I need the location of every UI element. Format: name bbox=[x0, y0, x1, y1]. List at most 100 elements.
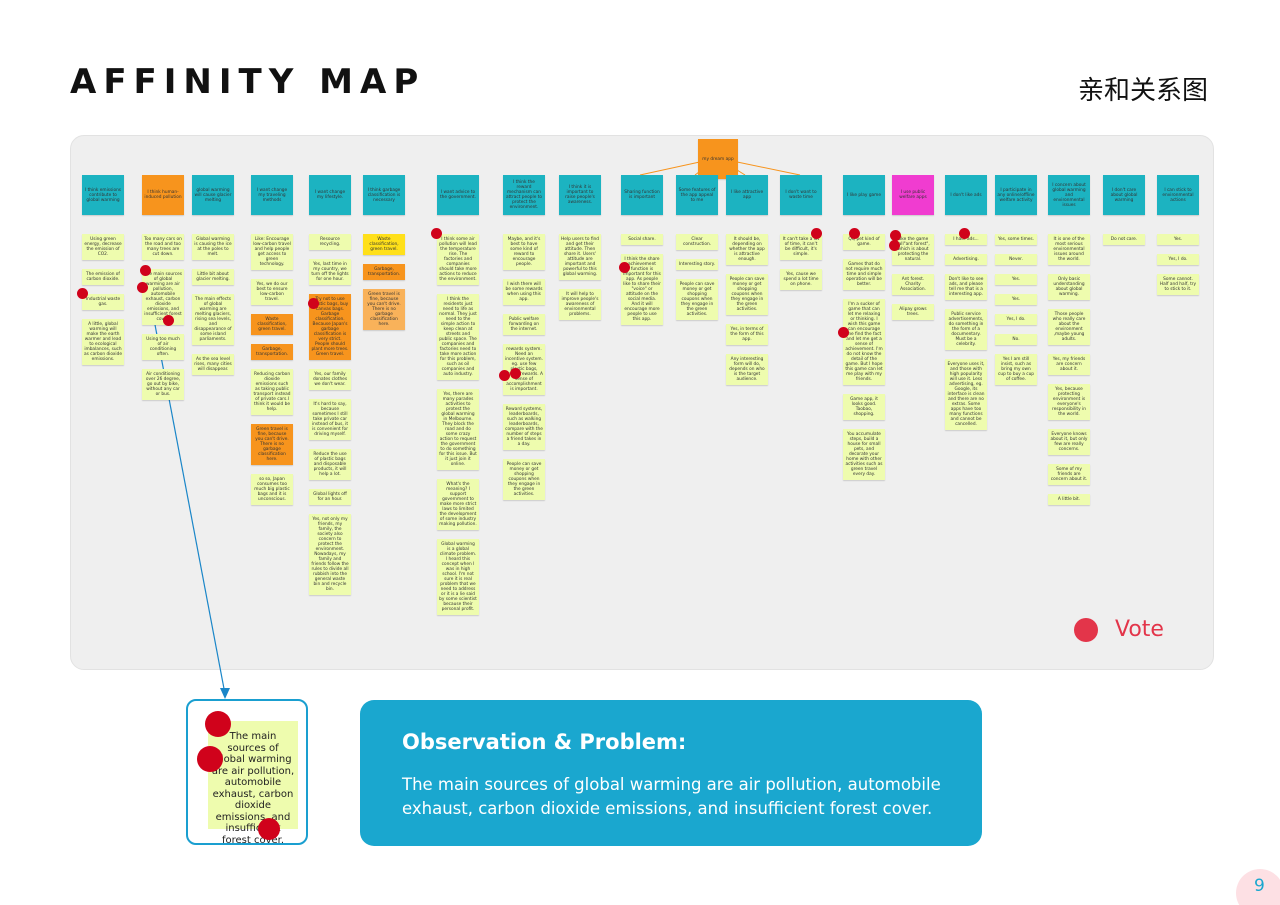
sticky-note: I think the residents just need to life … bbox=[437, 294, 479, 380]
sticky-note: Only basic understanding about global wa… bbox=[1048, 274, 1090, 300]
sticky-note: Green travel is fine, because you can't … bbox=[251, 424, 293, 465]
column: I want change my lifestyle. Resource recy… bbox=[309, 175, 351, 595]
sticky-note: It is one of the most serious environmen… bbox=[1048, 234, 1090, 265]
column: I can stick to environmental actions Yes.… bbox=[1157, 175, 1199, 295]
column: I like attractive app It should be, depen… bbox=[726, 175, 768, 385]
zoom-card: The main sources of global warming are a… bbox=[186, 699, 308, 846]
sticky-note: Yes, I do. bbox=[995, 314, 1037, 325]
sticky-note: Industrial waste gas. bbox=[82, 294, 124, 310]
sticky-note: Clear construction. bbox=[676, 234, 718, 250]
sticky-note: The main effects of global warming are m… bbox=[192, 294, 234, 345]
sticky-note: Help users to find and get their attitud… bbox=[559, 234, 601, 280]
sticky-note: Do not care. bbox=[1103, 234, 1145, 245]
sticky-note: Yes, in terms of the form of this app. bbox=[726, 324, 768, 345]
sticky-note: Never. bbox=[995, 254, 1037, 265]
sticky-note: Too many cars on the road and too many t… bbox=[142, 234, 184, 260]
sticky-note: The main sources of global warming are a… bbox=[142, 269, 184, 325]
sticky-note: It should be, depending on whether the a… bbox=[726, 234, 768, 265]
sticky-note: Don't like to see ads, and please tell m… bbox=[945, 274, 987, 300]
sticky-note: so so, Japan consumes too much big plast… bbox=[251, 474, 293, 505]
sticky-note: Waste classification, green travel. bbox=[363, 234, 405, 255]
sticky-note: Like: Encourage low-carbon travel and he… bbox=[251, 234, 293, 270]
sticky-note: Everyone knows about it, but only few ar… bbox=[1048, 429, 1090, 455]
vote-legend: Vote bbox=[1115, 617, 1164, 642]
sticky-note: Advertising. bbox=[945, 254, 987, 265]
column: I don't care about global warming Do not … bbox=[1103, 175, 1145, 245]
sticky-note: Reducing carbon dioxide emissions such a… bbox=[251, 369, 293, 415]
sticky-note: Air conditioning over 26 degree, go out … bbox=[142, 369, 184, 400]
column: I think the reward mechanism can attract… bbox=[503, 175, 545, 500]
observation-text: The main sources of global warming are a… bbox=[402, 775, 941, 818]
sticky-note: Ant forest. Charity Association. bbox=[892, 274, 934, 295]
sticky-note: Waste classification, green travel. bbox=[251, 314, 293, 335]
sticky-note: Alipay grows trees. bbox=[892, 304, 934, 320]
column: I think emissions contribute to global w… bbox=[82, 175, 124, 365]
column: I don't like ads I hate ads... Advertising… bbox=[945, 175, 987, 430]
column-header: I don't want to waste time bbox=[780, 175, 822, 215]
sticky-note: Games that do not require much time and … bbox=[843, 259, 885, 290]
sticky-note: Yes, not only my friends, my family, the… bbox=[309, 514, 351, 595]
sticky-note: As the sea level rises, many cities will… bbox=[192, 354, 234, 375]
column: I participate in any online/offline welf… bbox=[995, 175, 1037, 385]
sticky-note: I hate ads... bbox=[945, 234, 987, 245]
column: I think garbage classification is necess… bbox=[363, 175, 405, 330]
column-header: I think human-induced pollution bbox=[142, 175, 184, 215]
sticky-note: No. bbox=[995, 334, 1037, 345]
column-header: I think emissions contribute to global w… bbox=[82, 175, 124, 215]
sticky-note: Using green energy, decrease the emissio… bbox=[82, 234, 124, 260]
sticky-note: A little bit. bbox=[1048, 494, 1090, 505]
sticky-note: Maybe, and it's best to have some kind o… bbox=[503, 234, 545, 270]
column: I want advice to the government. I think … bbox=[437, 175, 479, 615]
sticky-note: Yes. bbox=[995, 294, 1037, 305]
column-header: global warming will cause glacier meltin… bbox=[192, 175, 234, 215]
sticky-note: rewards system. Need an incentive system… bbox=[503, 344, 545, 395]
sticky-note: I'm a sucker of game that can let me rel… bbox=[843, 299, 885, 385]
sticky-note: Social share. bbox=[621, 234, 663, 245]
sticky-note: Public welfare forwarding on the interne… bbox=[503, 314, 545, 335]
zoom-note: The main sources of global warming are a… bbox=[208, 721, 298, 846]
sticky-note: Resource recycling. bbox=[309, 234, 351, 250]
sticky-note: I wish there will be some rewards when u… bbox=[503, 279, 545, 305]
column-header: Sharing function is important bbox=[621, 175, 663, 215]
column: Some features of the app appeal to me Cle… bbox=[676, 175, 718, 320]
sticky-note: People can save money or get shopping co… bbox=[503, 459, 545, 500]
column-header: I think the reward mechanism can attract… bbox=[503, 175, 545, 215]
sticky-note: Yes, there are many parades activities t… bbox=[437, 389, 479, 470]
column-header: I want advice to the government. bbox=[437, 175, 479, 215]
column: global warming will cause glacier meltin… bbox=[192, 175, 234, 375]
column: I think human-induced pollution Too many … bbox=[142, 175, 184, 400]
column: I like play game QQ pet kind of game. Game… bbox=[843, 175, 885, 480]
sticky-note: People can save money or get shopping co… bbox=[676, 279, 718, 320]
page-subtitle: 亲和关系图 bbox=[1077, 76, 1208, 106]
sticky-note: Yes, I do. bbox=[1157, 254, 1199, 265]
column-header: I don't like ads bbox=[945, 175, 987, 215]
sticky-note: You accumulate steps, build a house for … bbox=[843, 429, 885, 480]
column-header: I like play game bbox=[843, 175, 885, 215]
sticky-note: Public service advertisements, do someth… bbox=[945, 309, 987, 350]
sticky-note: Yes I am still insist, such as bring my … bbox=[995, 354, 1037, 385]
page-number: 9 bbox=[1254, 876, 1265, 896]
sticky-note: Little bit about glacier melting. bbox=[192, 269, 234, 285]
column: I don't want to waste time It can't take … bbox=[780, 175, 822, 290]
sticky-note: Game app, it looks good. Taobao, shoppin… bbox=[843, 394, 885, 420]
sticky-note: Global warming is a global climate probl… bbox=[437, 539, 479, 615]
column-header: I think it is important to raise people'… bbox=[559, 175, 601, 215]
sticky-note: Any interesting form will do, depends on… bbox=[726, 354, 768, 385]
sticky-note: Yes. bbox=[1157, 234, 1199, 245]
sticky-note: It can't take a lot of time, it can't be… bbox=[780, 234, 822, 260]
observation-card: Observation & Problem: The main sources … bbox=[360, 700, 982, 846]
column-header: I don't care about global warming bbox=[1103, 175, 1145, 215]
column: I use public welfare apps Like the game c… bbox=[892, 175, 934, 320]
sticky-note: Interesting story. bbox=[676, 259, 718, 270]
sticky-note: Global warming is causing the ice at the… bbox=[192, 234, 234, 260]
sticky-note: Yes, my friends are concern about it. bbox=[1048, 354, 1090, 375]
column-header: Some features of the app appeal to me bbox=[676, 175, 718, 215]
sticky-note: Global lights off for an hour. bbox=[309, 489, 351, 505]
sticky-note: Yes, cause we spend a lot time on phone. bbox=[780, 269, 822, 290]
sticky-note: Yes, some times. bbox=[995, 234, 1037, 245]
sticky-note: What's the meaning? I support government… bbox=[437, 479, 479, 530]
sticky-note: Some cannot. Half and half, try to stick… bbox=[1157, 274, 1199, 295]
sticky-note: Green travel is fine, because you can't … bbox=[363, 289, 405, 330]
column: I concern about global warming and envir… bbox=[1048, 175, 1090, 505]
